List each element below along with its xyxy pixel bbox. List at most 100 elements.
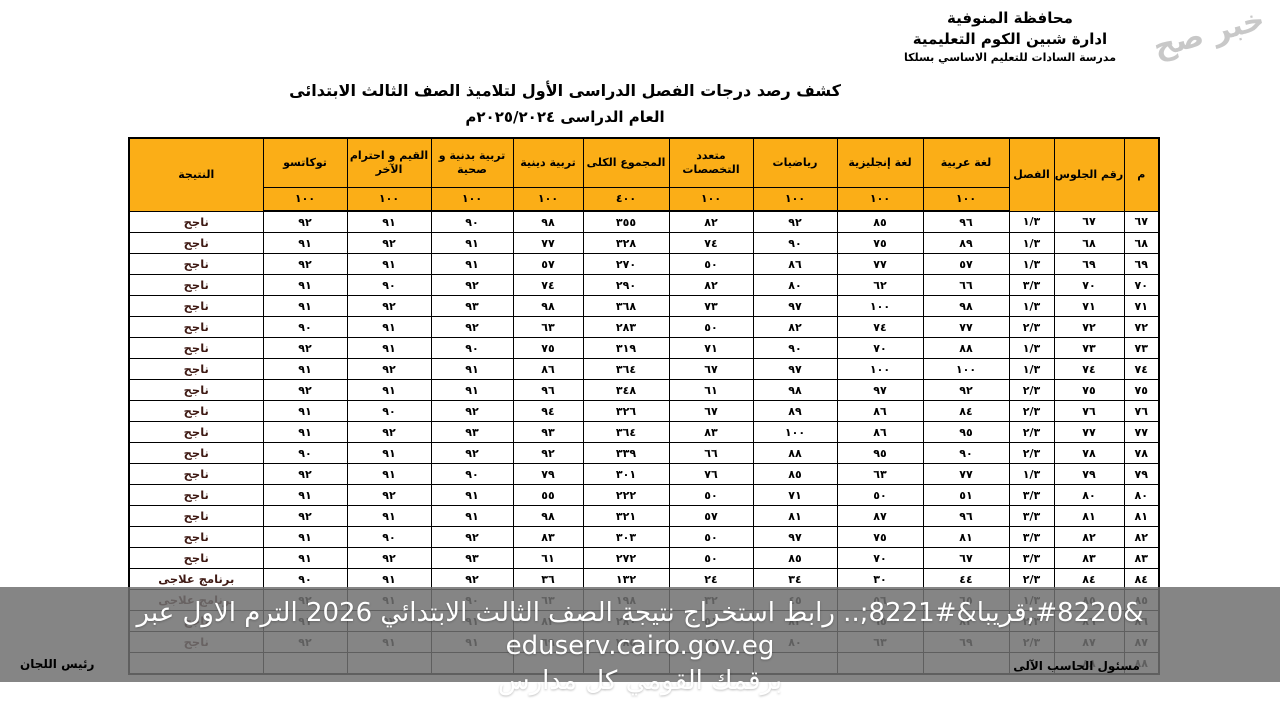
cell-total: ٣٦٤ [582, 358, 670, 380]
computer-officer-signature: مسئول الحاسب الآلى [1013, 659, 1140, 673]
cell-values_respect: ٩١ [346, 210, 432, 233]
cell-pe: ٩١ [430, 505, 514, 527]
cell-english: ٨٧ [836, 505, 924, 527]
cell-tokkatsu: ٩١ [262, 400, 348, 422]
cell-pe: ٩٢ [430, 526, 514, 548]
cell-math: ٨٨ [752, 442, 838, 464]
cell-result: ناجح [128, 210, 264, 233]
cell-tokkatsu: ٩١ [262, 421, 348, 443]
cell-religious: ٩٦ [512, 379, 584, 401]
cell-multidisciplinary: ٦٦ [668, 442, 754, 464]
cell-seat: ٨٤ [1053, 568, 1125, 590]
cell-result: ناجح [128, 442, 264, 464]
cell-multidisciplinary: ٧٣ [668, 295, 754, 317]
cell-tokkatsu: ٩٢ [262, 337, 348, 359]
cell-total: ٣٦٨ [582, 295, 670, 317]
table-row: ٧٠ ٧٠ ٣/٣ ٦٦ ٦٢ ٨٠ ٨٢ ٢٩٠ ٧٤ ٩٢ ٩٠ ٩١ ناجح [128, 274, 1160, 296]
cell-arabic: ٩٦ [922, 505, 1010, 527]
school-name: مدرسة السادات للتعليم الاساسي بسلكا [903, 51, 1117, 64]
cell-total: ٣٤٨ [582, 379, 670, 401]
cell-math: ٧١ [752, 484, 838, 506]
cell-seat: ٧٤ [1053, 358, 1125, 380]
cell-total: ٣٢٨ [582, 232, 670, 254]
cell-classroom: ٣/٣ [1008, 505, 1055, 527]
cell-total: ٢٧٠ [582, 253, 670, 275]
cell-religious: ٨٣ [512, 526, 584, 548]
col-header-result: النتيجة [128, 137, 264, 212]
cell-religious: ٩٤ [512, 400, 584, 422]
cell-english: ١٠٠ [836, 295, 924, 317]
cell-pe: ٩٢ [430, 442, 514, 464]
cell-result: ناجح [128, 358, 264, 380]
cell-seat: ٨١ [1053, 505, 1125, 527]
cell-serial: ٦٧ [1123, 210, 1160, 233]
col-header-multidisciplinary: متعدد التخصصات [668, 137, 754, 188]
cell-result: ناجح [128, 484, 264, 506]
cell-religious: ٩٨ [512, 505, 584, 527]
cell-pe: ٩١ [430, 379, 514, 401]
cell-result: ناجح [128, 379, 264, 401]
table-row: ٨٢ ٨٢ ٣/٣ ٨١ ٧٥ ٩٧ ٥٠ ٣٠٣ ٨٣ ٩٢ ٩٠ ٩١ ناجح [128, 526, 1160, 548]
sheet-title-block: كشف رصد درجات الفصل الدراسى الأول لتلامي… [150, 80, 980, 126]
cell-classroom: ٢/٣ [1008, 421, 1055, 443]
cell-english: ٥٠ [836, 484, 924, 506]
table-row: ٧٢ ٧٢ ٢/٣ ٧٧ ٧٤ ٨٢ ٥٠ ٢٨٣ ٦٣ ٩٢ ٩١ ٩٠ ناجح [128, 316, 1160, 338]
cell-classroom: ٢/٣ [1008, 379, 1055, 401]
governorate-name: محافظة المنوفية [947, 9, 1073, 27]
col-header-pe: تربية بدنية و صحية [430, 137, 514, 188]
cell-math: ٨٩ [752, 400, 838, 422]
sheet-title: كشف رصد درجات الفصل الدراسى الأول لتلامي… [289, 81, 841, 100]
cell-math: ٨١ [752, 505, 838, 527]
cell-tokkatsu: ٩٠ [262, 568, 348, 590]
cell-pe: ٩١ [430, 232, 514, 254]
col-header-serial: م [1123, 137, 1160, 212]
cell-arabic: ٩٦ [922, 210, 1010, 233]
cell-english: ٧٥ [836, 232, 924, 254]
cell-religious: ٥٧ [512, 253, 584, 275]
cell-multidisciplinary: ٥٠ [668, 547, 754, 569]
cell-arabic: ٧٧ [922, 316, 1010, 338]
cell-serial: ٧٩ [1123, 463, 1160, 485]
cell-values_respect: ٩٢ [346, 484, 432, 506]
cell-tokkatsu: ٩٢ [262, 505, 348, 527]
cell-serial: ٧٦ [1123, 400, 1160, 422]
col-header-religious: تربية دينية [512, 137, 584, 188]
cell-serial: ٧٥ [1123, 379, 1160, 401]
cell-religious: ٨٦ [512, 358, 584, 380]
cell-pe: ٩٣ [430, 295, 514, 317]
cell-multidisciplinary: ٦١ [668, 379, 754, 401]
cell-serial: ٦٩ [1123, 253, 1160, 275]
cell-math: ٩٧ [752, 295, 838, 317]
max-pe: ١٠٠ [430, 187, 514, 212]
cell-math: ٩٢ [752, 210, 838, 233]
cell-pe: ٩٣ [430, 421, 514, 443]
max-math: ١٠٠ [752, 187, 838, 212]
cell-math: ٨٠ [752, 274, 838, 296]
caption-line-1: &#8220;قريبا&#8221;.. رابط استخراج نتيجة… [136, 598, 1144, 661]
cell-values_respect: ٩١ [346, 379, 432, 401]
cell-tokkatsu: ٩٠ [262, 442, 348, 464]
cell-serial: ٦٨ [1123, 232, 1160, 254]
cell-result: ناجح [128, 295, 264, 317]
cell-values_respect: ٩١ [346, 253, 432, 275]
cell-values_respect: ٩١ [346, 505, 432, 527]
cell-english: ٩٥ [836, 442, 924, 464]
cell-seat: ٧٨ [1053, 442, 1125, 464]
max-english: ١٠٠ [836, 187, 924, 212]
administration-name: ادارة شبين الكوم التعليمية [912, 30, 1108, 48]
cell-classroom: ١/٣ [1008, 337, 1055, 359]
cell-religious: ٧٧ [512, 232, 584, 254]
table-row: ٨٣ ٨٣ ٣/٣ ٦٧ ٧٠ ٨٥ ٥٠ ٢٧٢ ٦١ ٩٣ ٩٢ ٩١ ناجح [128, 547, 1160, 569]
cell-math: ٩٧ [752, 526, 838, 548]
cell-classroom: ٣/٣ [1008, 274, 1055, 296]
col-header-total: المجموع الكلى [582, 137, 670, 188]
cell-result: ناجح [128, 232, 264, 254]
cell-math: ٩٠ [752, 337, 838, 359]
cell-serial: ٨١ [1123, 505, 1160, 527]
cell-pe: ٩٢ [430, 274, 514, 296]
cell-arabic: ٦٦ [922, 274, 1010, 296]
cell-seat: ٧٧ [1053, 421, 1125, 443]
table-row: ٨٠ ٨٠ ٣/٣ ٥١ ٥٠ ٧١ ٥٠ ٢٢٢ ٥٥ ٩١ ٩٢ ٩١ ناجح [128, 484, 1160, 506]
cell-tokkatsu: ٩١ [262, 232, 348, 254]
